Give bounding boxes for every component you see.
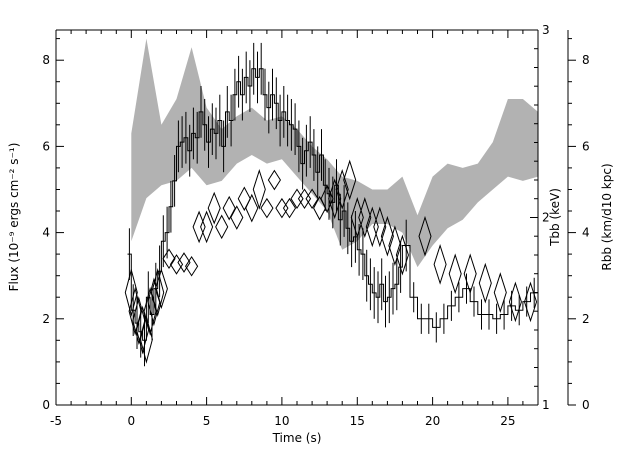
temperature-diamond [151, 268, 165, 317]
temperature-diamond [215, 214, 229, 240]
y-tick-label-right-temp: 3 [542, 23, 550, 37]
temperature-diamond [388, 225, 402, 267]
temperature-diamond [305, 188, 319, 210]
y-tick-label-right-radius: 2 [582, 312, 590, 326]
temperature-diamond [260, 197, 274, 219]
x-tick-label: 5 [203, 414, 211, 428]
temperature-diamond [154, 268, 168, 310]
flux-layer [127, 42, 538, 367]
temperature-diamond [143, 286, 157, 336]
temperature-diamond [207, 191, 221, 225]
temperature-diamond [275, 197, 289, 219]
y-tick-label-left: 8 [42, 53, 50, 67]
y-tick-label-right-temp: 2 [542, 211, 550, 225]
temperature-diamond [478, 262, 492, 304]
x-tick-label: 0 [127, 414, 135, 428]
temperature-diamond [380, 215, 394, 257]
temperature-diamond [185, 255, 199, 277]
x-axis-label: Time (s) [272, 431, 322, 445]
temperature-diamond [128, 286, 142, 336]
temperature-diamond [335, 168, 349, 210]
y-axis-label-right-temp: Tbb (keV) [548, 188, 562, 247]
temperature-diamond [320, 184, 334, 214]
temperature-diamond [124, 268, 138, 317]
temperature-diamond [343, 159, 357, 201]
temperature-diamond [200, 210, 214, 244]
x-tick-label: 20 [425, 414, 440, 428]
temperature-diamond [252, 168, 266, 210]
temperature-diamond [373, 206, 387, 248]
temperature-diamond [282, 197, 297, 219]
temperature-diamond [297, 188, 312, 210]
temperature-diamond [508, 281, 522, 323]
temperature-diamond [290, 188, 304, 210]
temperature-diamond [132, 296, 146, 346]
flux-histogram-line [127, 68, 538, 341]
temperature-diamond [448, 253, 462, 295]
temperature-diamond [267, 169, 281, 191]
x-tick-label: -5 [50, 414, 62, 428]
y-tick-label-right-radius: 0 [582, 398, 590, 412]
temperature-diamond [162, 248, 176, 270]
temperature-diamond [245, 193, 259, 223]
y-tick-label-left: 2 [42, 312, 50, 326]
temperature-diamond [237, 186, 251, 212]
temperature-diamond [230, 205, 244, 230]
radius-band [131, 38, 539, 268]
temperature-diamond [493, 272, 507, 313]
y-tick-label-right-radius: 8 [582, 53, 590, 67]
x-tick-label: 25 [500, 414, 515, 428]
temperature-diamond [418, 215, 432, 257]
y-tick-label-left: 6 [42, 139, 50, 153]
temperature-diamond [433, 243, 447, 285]
x-tick-label: 10 [274, 414, 289, 428]
x-tick-label: 15 [350, 414, 365, 428]
temperature-layer [124, 159, 538, 364]
y-axis-label-left: Flux (10⁻⁹ ergs cm⁻² s⁻¹) [7, 143, 21, 292]
temperature-diamond [395, 234, 409, 276]
temperature-diamond [147, 277, 161, 327]
y-tick-label-right-radius: 6 [582, 139, 590, 153]
temperature-diamond [177, 252, 191, 273]
y-tick-label-left: 4 [42, 226, 50, 240]
temperature-diamond [358, 197, 372, 238]
radius-band-layer [131, 38, 539, 268]
temperature-diamond [523, 281, 538, 323]
y-axis-label-right-radius: Rbb (km/d10 kpc) [600, 163, 614, 270]
temperature-diamond [169, 254, 184, 275]
temperature-diamond [192, 210, 206, 244]
y-tick-label-left: 0 [42, 398, 50, 412]
temperature-diamond [463, 253, 477, 295]
y-tick-label-right-temp: 1 [542, 398, 550, 412]
temperature-diamond [222, 195, 236, 221]
y-tick-label-right-radius: 4 [582, 226, 590, 240]
temperature-diamond [328, 178, 342, 220]
